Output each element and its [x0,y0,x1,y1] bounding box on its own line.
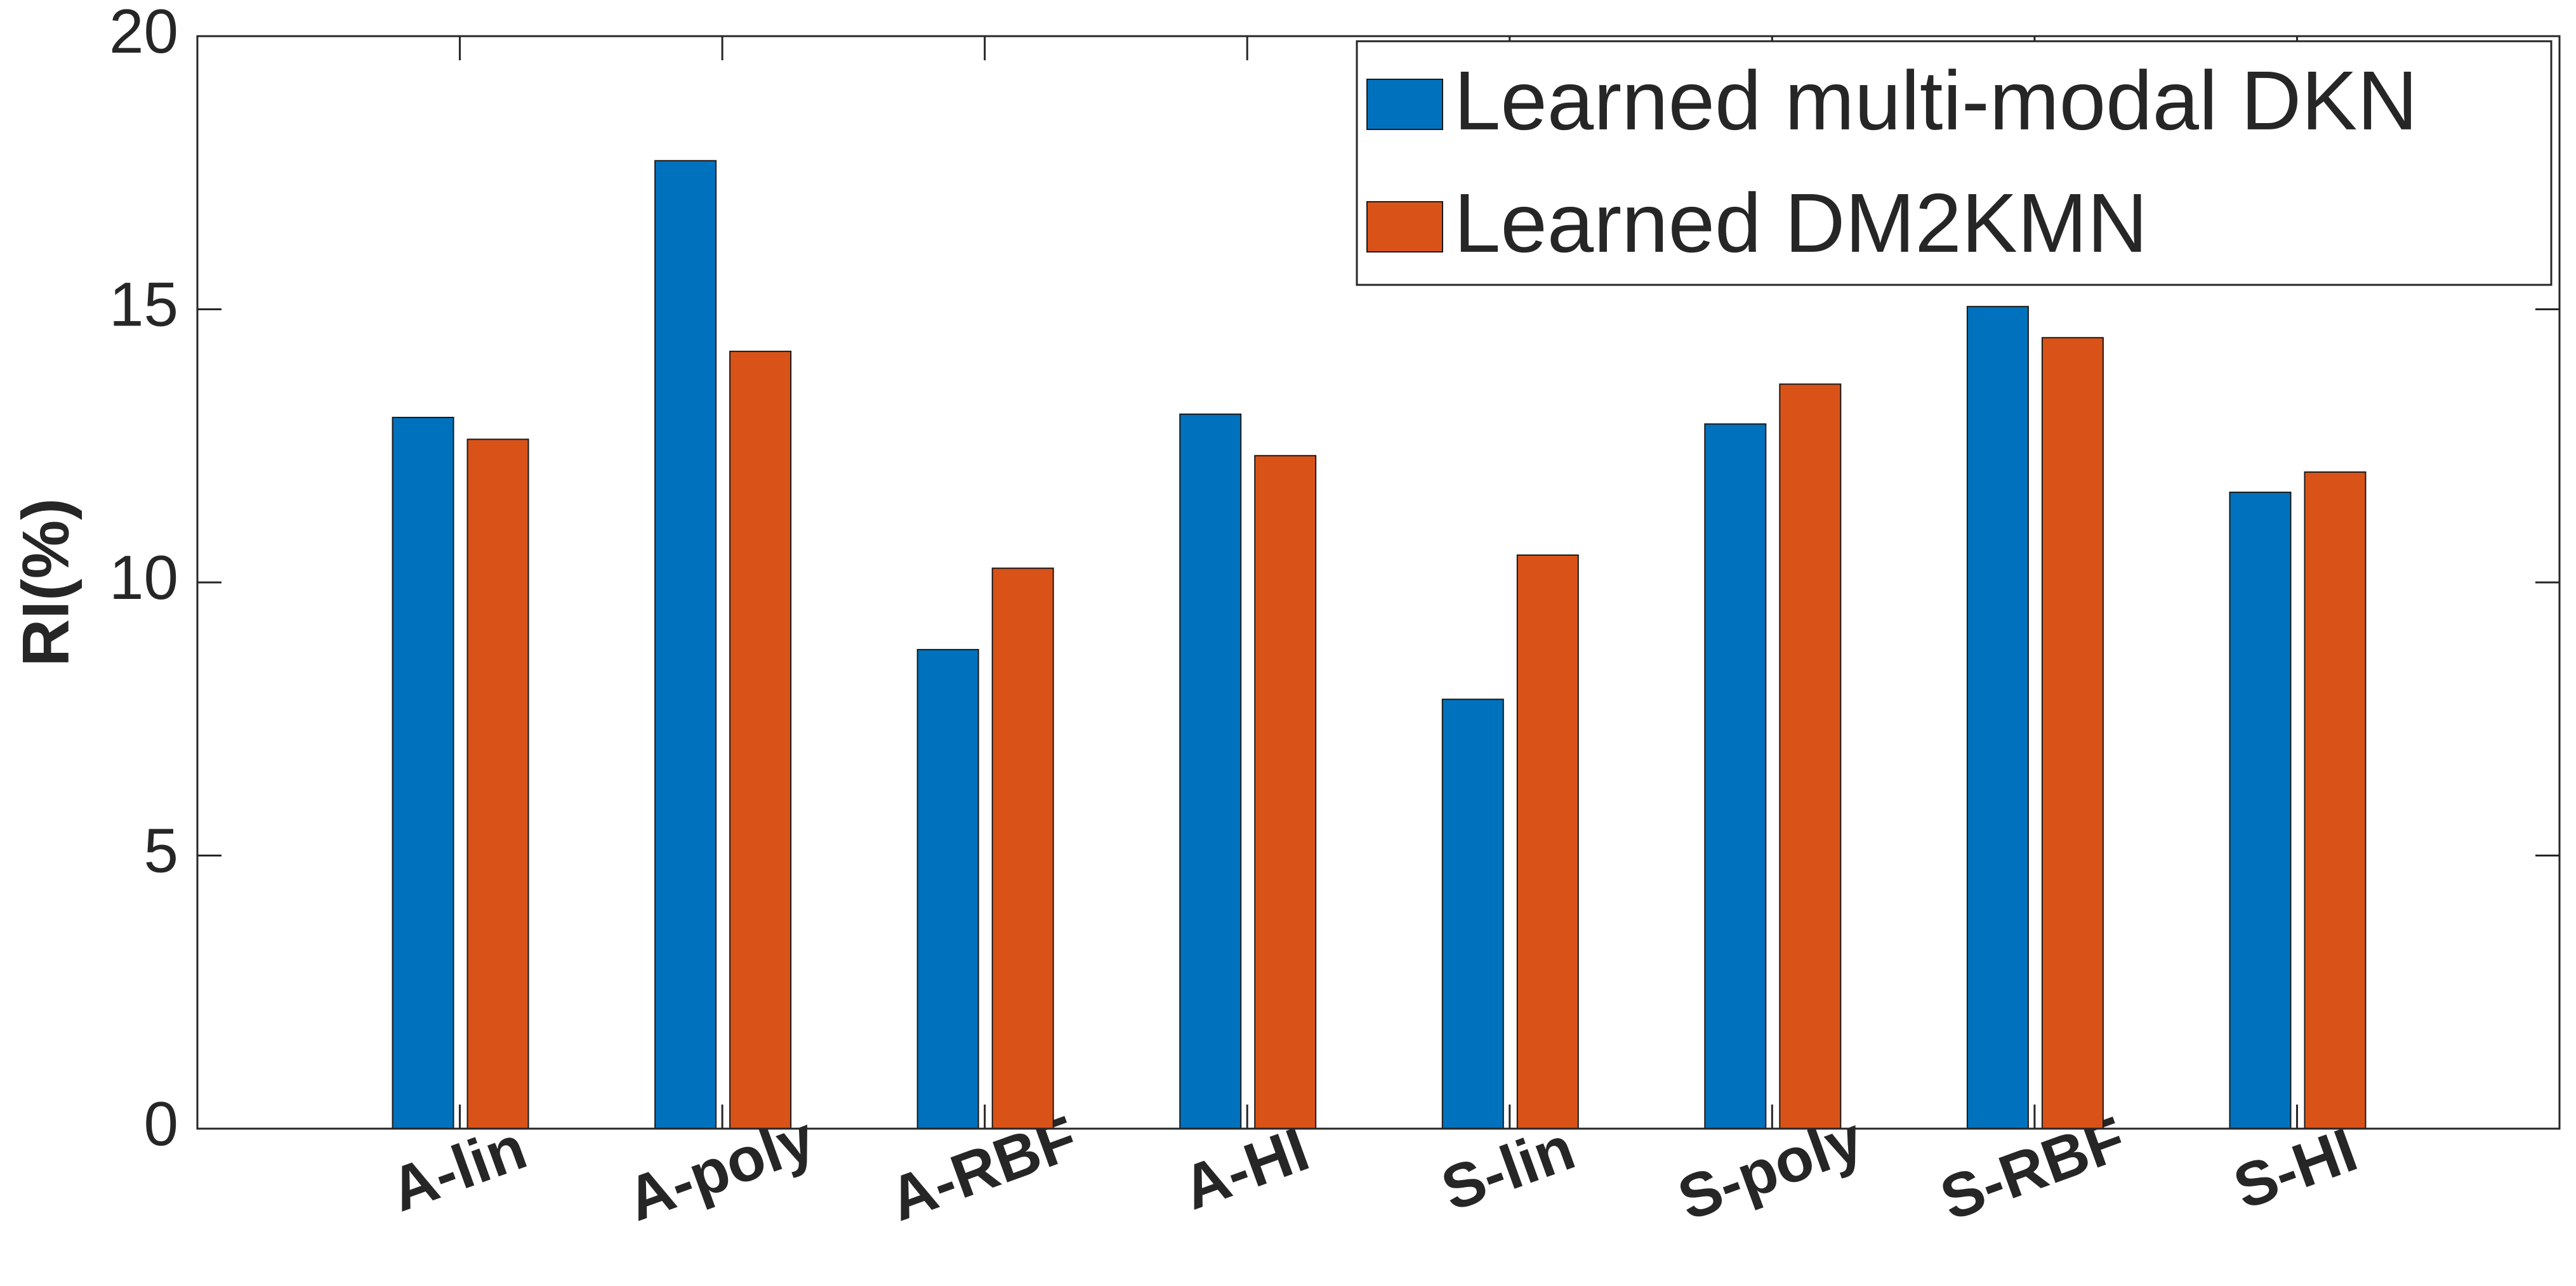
axes-box [196,35,2561,1130]
bar [1179,413,1242,1129]
y-tick-label: 10 [109,542,178,612]
y-axis-label: RI(%) [9,498,83,667]
y-tick-label: 0 [143,1089,178,1158]
x-tick-label: A-RBF [880,1103,1086,1235]
bar [1966,306,2029,1130]
bar [466,438,529,1130]
y-tick-label: 5 [143,815,178,885]
bar [1779,383,1842,1129]
x-tick-label: A-poly [618,1103,823,1235]
x-tick-label: A-HI [1173,1113,1318,1223]
bar [654,160,717,1130]
bar [991,567,1054,1129]
bar [1254,455,1317,1129]
y-tick-label: 15 [109,269,178,339]
bar [1516,554,1579,1129]
x-tick-label: S-HI [2225,1114,2366,1222]
legend-label: Learned DM2KMN [1454,176,2148,270]
legend-box [1356,40,2553,286]
bar [1441,699,1504,1129]
bar [2041,337,2104,1129]
legend-swatch [1366,201,1443,253]
legend-label: Learned multi-modal DKN [1454,54,2418,147]
legend-swatch [1366,79,1443,130]
bar [916,648,979,1129]
bar [2304,471,2367,1129]
bar [1704,423,1767,1129]
bar [392,416,454,1129]
bar [2229,491,2292,1129]
bar [729,350,792,1129]
y-tick-label: 20 [109,0,178,66]
